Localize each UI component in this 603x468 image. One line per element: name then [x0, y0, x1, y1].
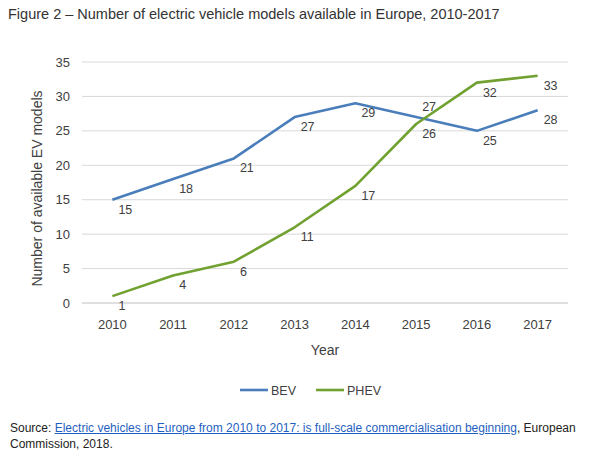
data-label: 21: [240, 161, 254, 175]
data-label: 26: [422, 127, 436, 141]
y-tick-label: 5: [63, 261, 70, 276]
data-label: 25: [483, 134, 497, 148]
data-label: 6: [240, 265, 247, 279]
chart: 0 5 10 15 20 25 30 35 2010 2011 2012 2013 2014 2015 20…: [0, 0, 603, 410]
data-label: 17: [361, 189, 375, 203]
source-prefix: Source:: [10, 421, 55, 435]
data-label: 4: [179, 278, 186, 292]
grid-line: [82, 62, 568, 63]
y-tick-label: 15: [56, 192, 70, 207]
x-tick-label: 2010: [98, 317, 127, 332]
x-tick-label: 2016: [462, 317, 491, 332]
legend-label: PHEV: [347, 384, 382, 398]
grid-line: [82, 268, 568, 269]
grid-line: [82, 165, 568, 166]
page: Figure 2 – Number of electric vehicle mo…: [0, 0, 603, 468]
x-tick-label: 2013: [280, 317, 309, 332]
grid-line: [82, 234, 568, 235]
grid-line: [82, 130, 568, 131]
source-link[interactable]: Electric vehicles in Europe from 2010 to…: [55, 421, 517, 435]
plot-area: [112, 76, 537, 296]
x-axis-label: Year: [311, 342, 340, 358]
x-tick-label: 2017: [523, 317, 552, 332]
legend-swatch: [240, 389, 268, 392]
title: Figure 2 – Number of electric vehicle mo…: [8, 6, 500, 22]
data-label: 15: [118, 203, 132, 217]
y-tick-label: 25: [56, 123, 70, 138]
data-label: 27: [301, 120, 315, 134]
data-label: 18: [179, 182, 193, 196]
x-tick-label: 2011: [159, 317, 187, 332]
data-label: 29: [361, 106, 375, 120]
data-label: 11: [301, 230, 314, 244]
x-tick-label: 2015: [402, 317, 431, 332]
source: Source: Electric vehicles in Europe from…: [10, 420, 595, 452]
y-tick-label: 10: [56, 227, 70, 242]
y-tick-label: 30: [56, 89, 70, 104]
legend-swatch: [316, 389, 344, 392]
y-axis-label: Number of available EV models: [29, 90, 45, 286]
data-label: 33: [544, 79, 558, 93]
data-label: 28: [544, 113, 558, 127]
line: [112, 76, 537, 296]
line: [112, 103, 537, 199]
legend-label: BEV: [271, 384, 297, 398]
data-label: 32: [483, 86, 497, 100]
y-tick-label: 0: [63, 296, 70, 311]
y-tick-label: 20: [56, 158, 70, 173]
grid-line: [82, 199, 568, 200]
y-tick-label: 35: [56, 55, 70, 70]
grid-line: [82, 303, 568, 304]
data-label: 27: [422, 100, 436, 114]
x-tick-label: 2014: [341, 317, 370, 332]
x-tick-label: 2012: [219, 317, 248, 332]
data-label: 1: [118, 299, 125, 313]
